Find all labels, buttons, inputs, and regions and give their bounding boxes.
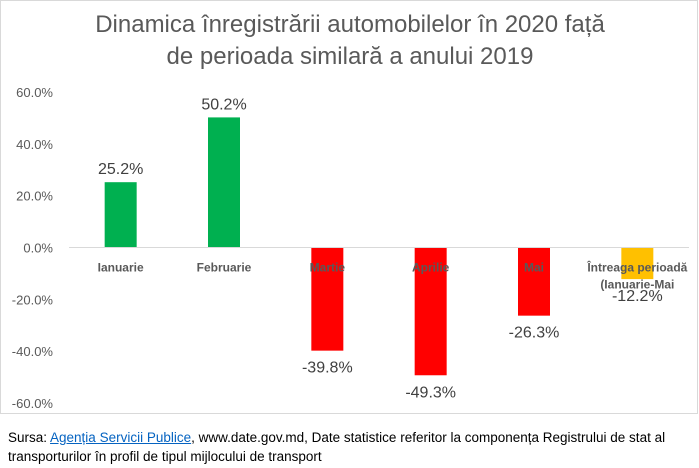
data-label: -12.2% [612, 288, 663, 305]
bar [518, 248, 550, 316]
data-label: -39.8% [302, 360, 353, 377]
category-label: Februarie [197, 261, 252, 275]
source-link[interactable]: Agenția Servicii Publice [50, 430, 191, 445]
y-tick-label: -40.0% [12, 344, 54, 359]
data-label: 25.2% [98, 161, 143, 178]
y-tick-label: 40.0% [16, 137, 53, 152]
source-prefix: Sursa: [8, 430, 50, 445]
y-tick-label: 60.0% [16, 85, 53, 100]
bar-chart: 60.0% 40.0% 20.0% 0.0% -20.0% -40.0% -60.0% Ia… [1, 1, 699, 415]
y-tick-label: -60.0% [12, 396, 54, 411]
category-label: Aprilie [412, 261, 450, 275]
data-label: 50.2% [201, 96, 246, 113]
bars [105, 117, 654, 375]
category-label: Martie [310, 261, 346, 275]
data-label: -26.3% [509, 325, 560, 342]
data-labels: 25.2% 50.2% -39.8% -49.3% -26.3% -12.2% [98, 96, 663, 401]
y-tick-label: 0.0% [23, 241, 53, 256]
category-label: Ianuarie [98, 261, 144, 275]
bar [105, 182, 137, 247]
y-tick-label: -20.0% [12, 292, 54, 307]
y-axis: 60.0% 40.0% 20.0% 0.0% -20.0% -40.0% -60.0% [12, 85, 54, 411]
bar [208, 117, 240, 247]
chart-frame: Dinamica înregistrării automobilelor în … [0, 0, 698, 414]
data-label: -49.3% [405, 384, 456, 401]
source-note: Sursa: Agenția Servicii Publice, www.dat… [8, 428, 694, 466]
category-label: Mai [524, 261, 544, 275]
x-axis-labels: Ianuarie Februarie Martie Aprilie Mai Întreag… [98, 260, 688, 292]
y-tick-label: 20.0% [16, 189, 53, 204]
category-label: Întreaga perioadă [586, 260, 687, 275]
